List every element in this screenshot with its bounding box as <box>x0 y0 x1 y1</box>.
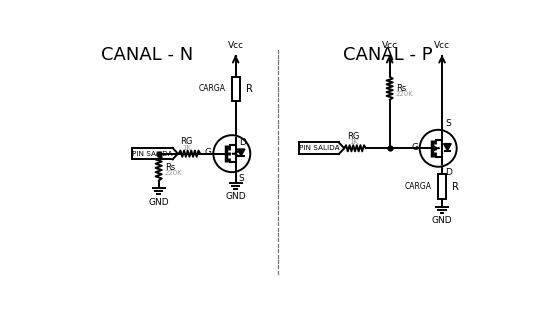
Text: 220K: 220K <box>396 91 414 97</box>
Text: 220K: 220K <box>165 170 183 176</box>
Polygon shape <box>237 149 245 156</box>
Circle shape <box>420 130 456 167</box>
Bar <box>438 175 446 199</box>
Text: D: D <box>239 138 246 147</box>
Text: Rs: Rs <box>396 84 406 93</box>
Bar <box>133 148 173 159</box>
Text: Vcc: Vcc <box>228 41 244 51</box>
Circle shape <box>213 135 250 172</box>
Bar <box>299 142 339 154</box>
Text: CANAL - N: CANAL - N <box>101 46 193 64</box>
Text: 1K: 1K <box>182 145 191 151</box>
Text: GND: GND <box>226 192 246 201</box>
Text: CARGA: CARGA <box>199 84 225 93</box>
Polygon shape <box>173 148 178 159</box>
Text: D: D <box>445 168 452 176</box>
Text: RG: RG <box>180 137 192 146</box>
Text: Vcc: Vcc <box>434 41 450 51</box>
Text: PIN SALIDA: PIN SALIDA <box>132 151 173 157</box>
Text: S: S <box>239 174 245 183</box>
Text: RG: RG <box>347 132 360 141</box>
Text: Rs: Rs <box>165 163 175 172</box>
Polygon shape <box>339 142 344 154</box>
Text: CARGA: CARGA <box>405 182 432 191</box>
Text: R: R <box>246 84 252 93</box>
Text: GND: GND <box>148 197 169 207</box>
Text: GND: GND <box>432 216 452 225</box>
Polygon shape <box>443 144 451 151</box>
Text: Vcc: Vcc <box>382 41 398 51</box>
Text: S: S <box>445 119 451 128</box>
Text: CANAL - P: CANAL - P <box>343 46 432 64</box>
Text: 1K: 1K <box>349 139 358 145</box>
Text: R: R <box>452 182 459 192</box>
Bar <box>232 77 240 100</box>
Text: G: G <box>411 143 418 152</box>
Text: G: G <box>205 149 212 157</box>
Text: PIN SALIDA: PIN SALIDA <box>299 145 339 151</box>
